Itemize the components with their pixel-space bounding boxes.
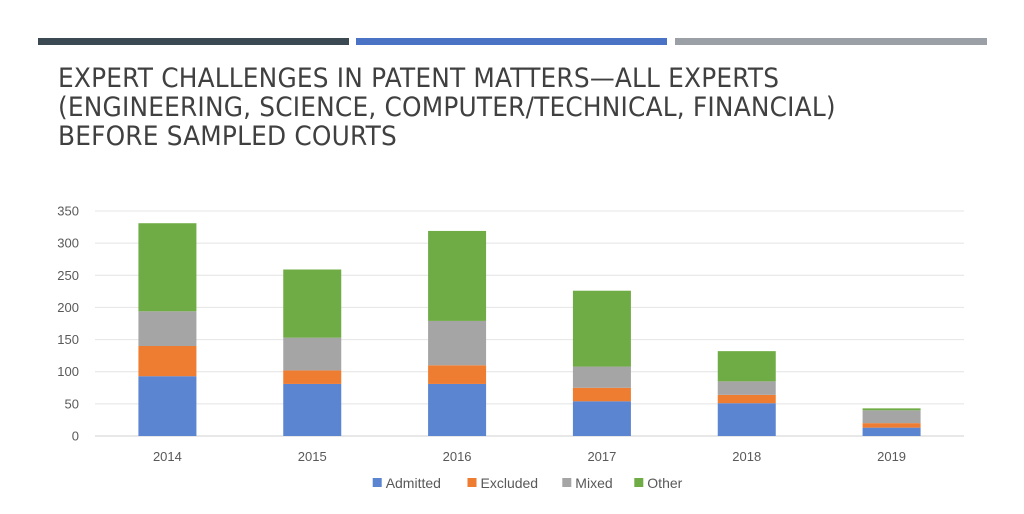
bar-segment-excluded — [283, 370, 342, 384]
legend-swatch-other — [634, 478, 644, 487]
x-tick-label: 2019 — [877, 449, 906, 464]
legend-swatch-admitted — [372, 478, 382, 487]
x-tick-label: 2018 — [732, 449, 761, 464]
y-tick-label: 200 — [57, 300, 79, 315]
y-tick-label: 250 — [57, 268, 79, 283]
x-tick-label: 2016 — [443, 449, 472, 464]
bar-segment-mixed — [862, 410, 921, 424]
bar-segment-excluded — [138, 346, 197, 377]
bar-segment-excluded — [428, 365, 487, 384]
bar-segment-other — [428, 230, 487, 321]
legend-label-other: Other — [647, 475, 682, 491]
legend-label-admitted: Admitted — [386, 475, 441, 491]
y-tick-label: 300 — [57, 236, 79, 251]
header-strip-gray — [675, 38, 987, 45]
bar-segment-other — [862, 408, 921, 411]
y-tick-label: 0 — [72, 429, 79, 444]
y-tick-label: 50 — [65, 396, 79, 411]
bar-segment-excluded — [862, 423, 921, 428]
bar-segment-admitted — [283, 383, 342, 436]
bar-segment-admitted — [717, 403, 776, 436]
x-tick-label: 2015 — [298, 449, 327, 464]
x-tick-label: 2014 — [153, 449, 182, 464]
legend-swatch-mixed — [562, 478, 572, 487]
legend-label-excluded: Excluded — [481, 475, 539, 491]
bar-segment-admitted — [428, 383, 487, 436]
y-tick-label: 350 — [57, 204, 79, 219]
chart-title: EXPERT CHALLENGES IN PATENT MATTERS—ALL … — [58, 63, 836, 152]
y-tick-label: 150 — [57, 332, 79, 347]
bar-segment-excluded — [717, 394, 776, 404]
bar-segment-other — [138, 223, 197, 312]
header-strip-blue — [356, 38, 667, 45]
bar-segment-other — [283, 269, 342, 338]
y-tick-label: 100 — [57, 364, 79, 379]
bar-segment-mixed — [572, 366, 631, 388]
bar-segment-admitted — [138, 376, 197, 436]
bar-segment-mixed — [428, 320, 487, 366]
bar-segment-mixed — [138, 311, 197, 346]
bar-segment-admitted — [572, 401, 631, 436]
x-tick-label: 2017 — [587, 449, 616, 464]
bar-segment-excluded — [572, 387, 631, 402]
bar-segment-mixed — [717, 381, 776, 395]
bar-segment-other — [717, 351, 776, 382]
bar-segment-mixed — [283, 337, 342, 371]
header-strip-dark — [38, 38, 349, 45]
bar-segment-other — [572, 290, 631, 367]
bar-segment-admitted — [862, 427, 921, 436]
legend-label-mixed: Mixed — [575, 475, 612, 491]
legend-swatch-excluded — [467, 478, 477, 487]
